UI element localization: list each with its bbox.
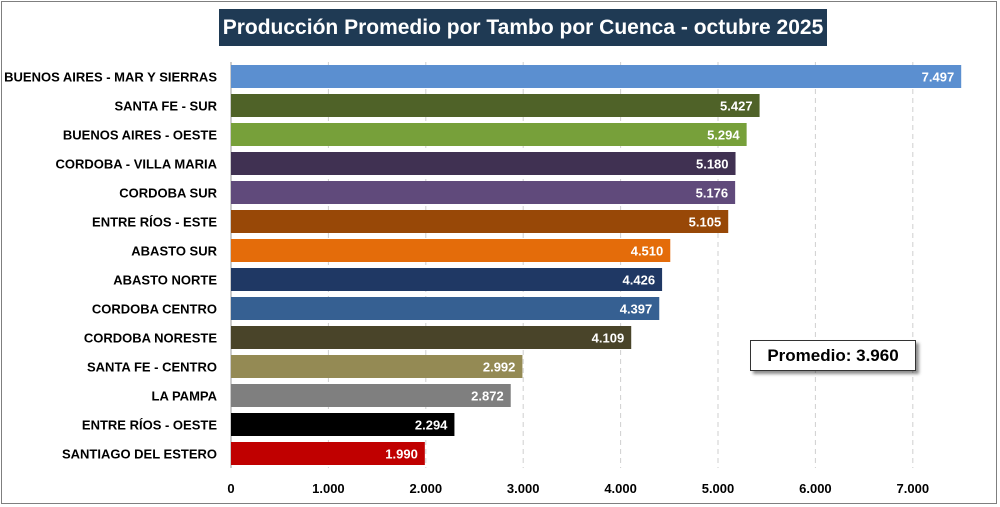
- value-label: 1.990: [385, 447, 418, 462]
- category-label: BUENOS AIRES - OESTE: [63, 128, 217, 143]
- category-label: CORDOBA NORESTE: [84, 331, 217, 346]
- value-label: 2.294: [415, 418, 448, 433]
- value-label: 5.176: [696, 186, 729, 201]
- bar: [231, 413, 455, 436]
- bar: [231, 94, 760, 117]
- category-label: ENTRE RÍOS - ESTE: [92, 215, 217, 230]
- bar: [231, 65, 962, 88]
- value-label: 7.497: [922, 70, 955, 85]
- bar: [231, 355, 523, 378]
- value-label: 4.397: [620, 302, 653, 317]
- x-tick-label: 2.000: [410, 481, 443, 496]
- value-label: 4.426: [623, 273, 656, 288]
- category-label: SANTA FE - SUR: [114, 99, 217, 114]
- bar: [231, 442, 425, 465]
- x-tick-label: 6.000: [799, 481, 832, 496]
- category-label: SANTIAGO DEL ESTERO: [62, 447, 217, 462]
- value-label: 5.294: [707, 128, 740, 143]
- x-tick-label: 0: [227, 481, 234, 496]
- value-label: 2.872: [471, 389, 504, 404]
- value-label: 5.105: [689, 215, 722, 230]
- bar: [231, 210, 729, 233]
- category-label: CORDOBA - VILLA MARIA: [55, 157, 217, 172]
- value-label: 4.109: [592, 331, 625, 346]
- value-label: 5.427: [720, 99, 753, 114]
- bar: [231, 239, 671, 262]
- average-annotation: Promedio: 3.960: [750, 340, 916, 371]
- category-label: ENTRE RÍOS - OESTE: [82, 418, 217, 433]
- bar: [231, 181, 736, 204]
- x-tick-label: 4.000: [604, 481, 637, 496]
- bar: [231, 123, 747, 146]
- category-label: SANTA FE - CENTRO: [87, 360, 217, 375]
- bar: [231, 268, 663, 291]
- value-label: 5.180: [696, 157, 729, 172]
- category-label: CORDOBA SUR: [119, 186, 217, 201]
- bar: [231, 152, 736, 175]
- chart-title: Producción Promedio por Tambo por Cuenca…: [219, 9, 827, 46]
- category-label: CORDOBA CENTRO: [92, 302, 217, 317]
- category-label: LA PAMPA: [152, 389, 218, 404]
- x-tick-label: 1.000: [312, 481, 345, 496]
- bar: [231, 326, 632, 349]
- bar: [231, 384, 511, 407]
- category-label: BUENOS AIRES - MAR Y SIERRAS: [4, 70, 217, 85]
- bar: [231, 297, 660, 320]
- x-tick-label: 7.000: [897, 481, 930, 496]
- category-label: ABASTO NORTE: [113, 273, 217, 288]
- x-tick-label: 5.000: [702, 481, 735, 496]
- x-tick-label: 3.000: [507, 481, 540, 496]
- value-label: 2.992: [483, 360, 516, 375]
- value-label: 4.510: [631, 244, 664, 259]
- category-label: ABASTO SUR: [131, 244, 217, 259]
